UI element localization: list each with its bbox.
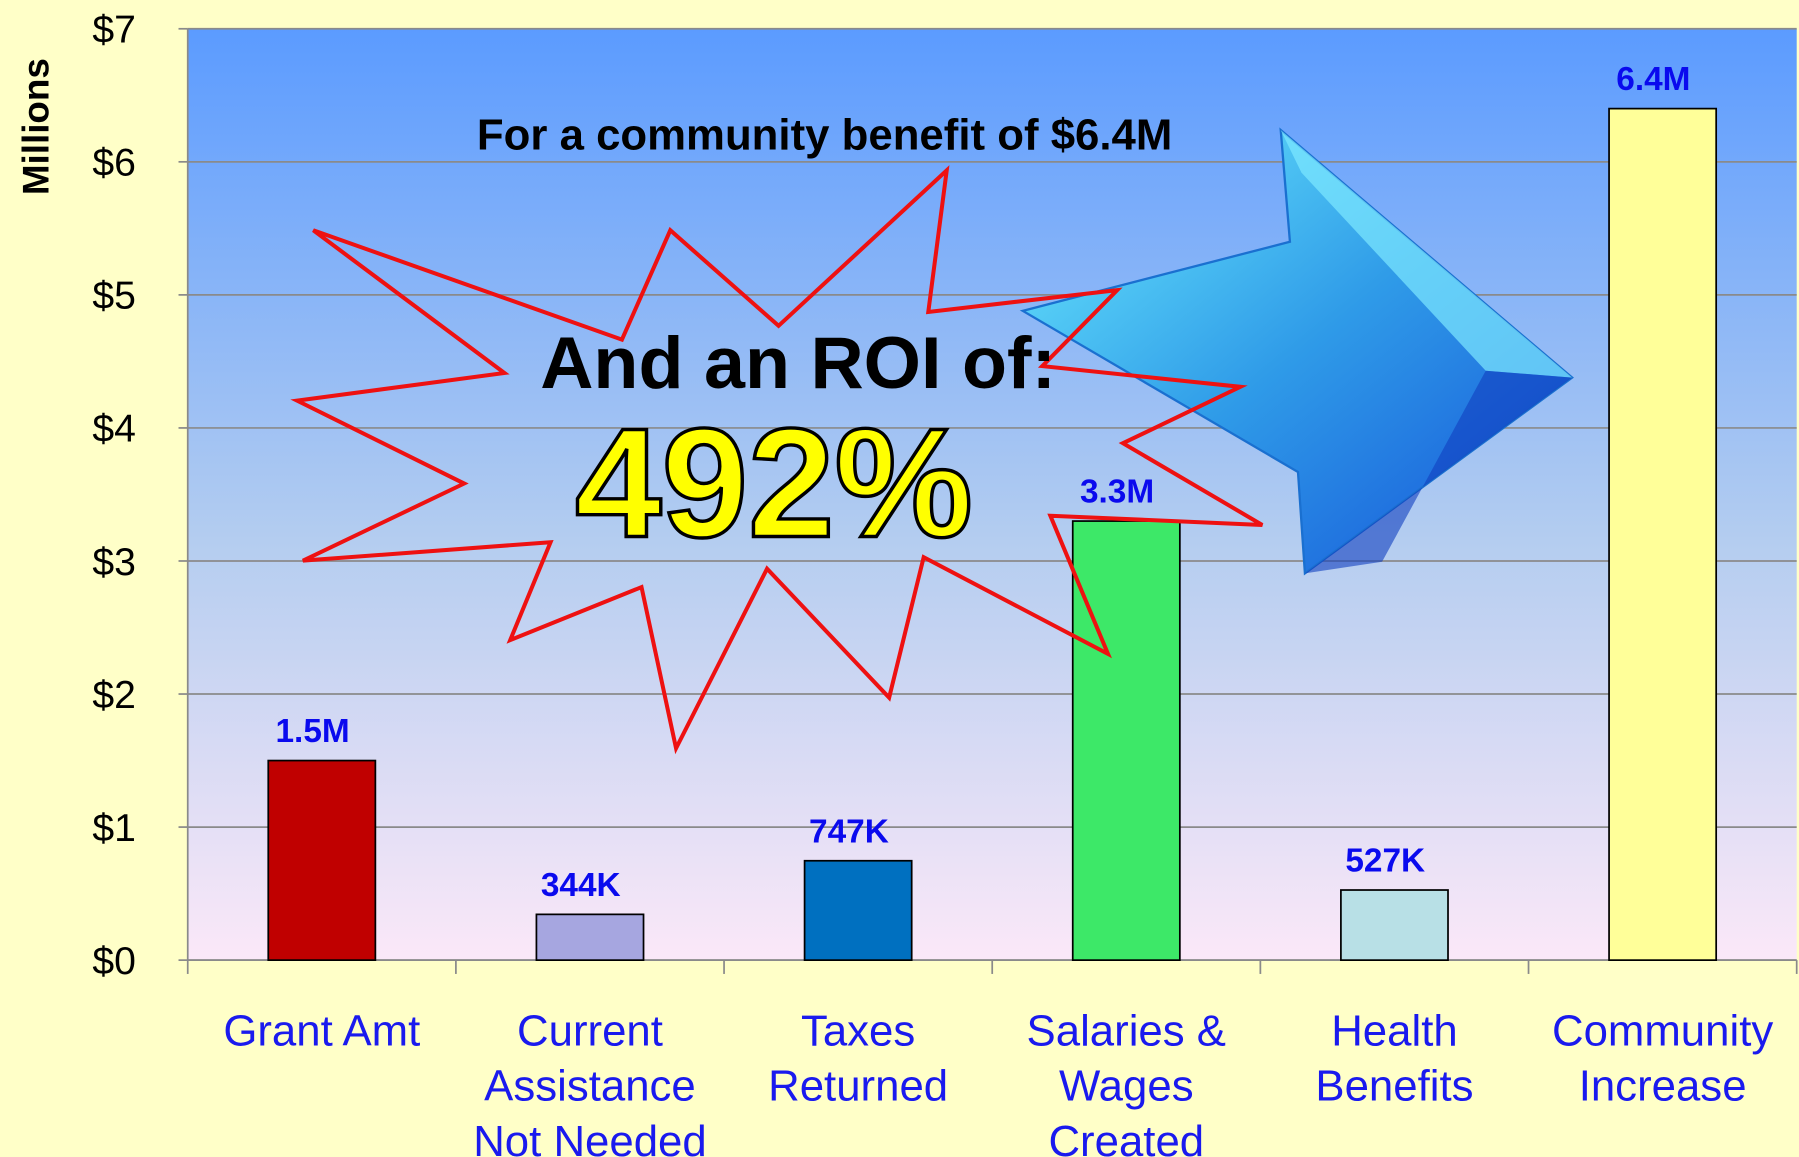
y-tick-label: $6 [92, 142, 136, 185]
bar [267, 759, 377, 962]
x-tick-label: Health Benefits [1315, 1006, 1473, 1110]
plot-area [187, 28, 1797, 961]
y-tick-label: $7 [92, 9, 136, 52]
data-label: 6.4M [1616, 61, 1690, 98]
data-label: 747K [809, 813, 889, 850]
y-axis-label: Millions [15, 58, 56, 195]
bar [803, 859, 913, 962]
annotation: For a community benefit of $6.4M [477, 111, 1172, 160]
data-label: 344K [541, 867, 621, 904]
x-tick-label: Current Assistance Not Needed [473, 1006, 707, 1157]
x-tick-label: Salaries & Wages Created [1027, 1006, 1226, 1157]
y-tick-label: $5 [92, 275, 136, 318]
arrow-facet [1304, 370, 1573, 574]
data-label: 1.5M [275, 713, 349, 750]
arrow-facet [1280, 130, 1573, 378]
starburst [290, 165, 1264, 755]
bar [1071, 520, 1181, 962]
annotation: 492% [575, 396, 973, 570]
bar [1608, 107, 1718, 962]
x-tick-label: Grant Amt [223, 1006, 420, 1055]
y-tick-label: $4 [92, 408, 136, 451]
annotation: And an ROI of: [540, 321, 1056, 404]
y-tick-label: $0 [92, 940, 136, 983]
bar [1340, 889, 1449, 962]
y-tick-label: $2 [92, 674, 136, 717]
x-tick-label: Taxes Returned [768, 1006, 948, 1110]
y-tick-label: $3 [92, 541, 136, 584]
bar [535, 913, 645, 962]
y-tick-label: $1 [92, 807, 136, 850]
data-label: 527K [1345, 843, 1425, 880]
data-label: 3.3M [1080, 474, 1154, 511]
x-tick-label: Community Increase [1552, 1006, 1773, 1110]
